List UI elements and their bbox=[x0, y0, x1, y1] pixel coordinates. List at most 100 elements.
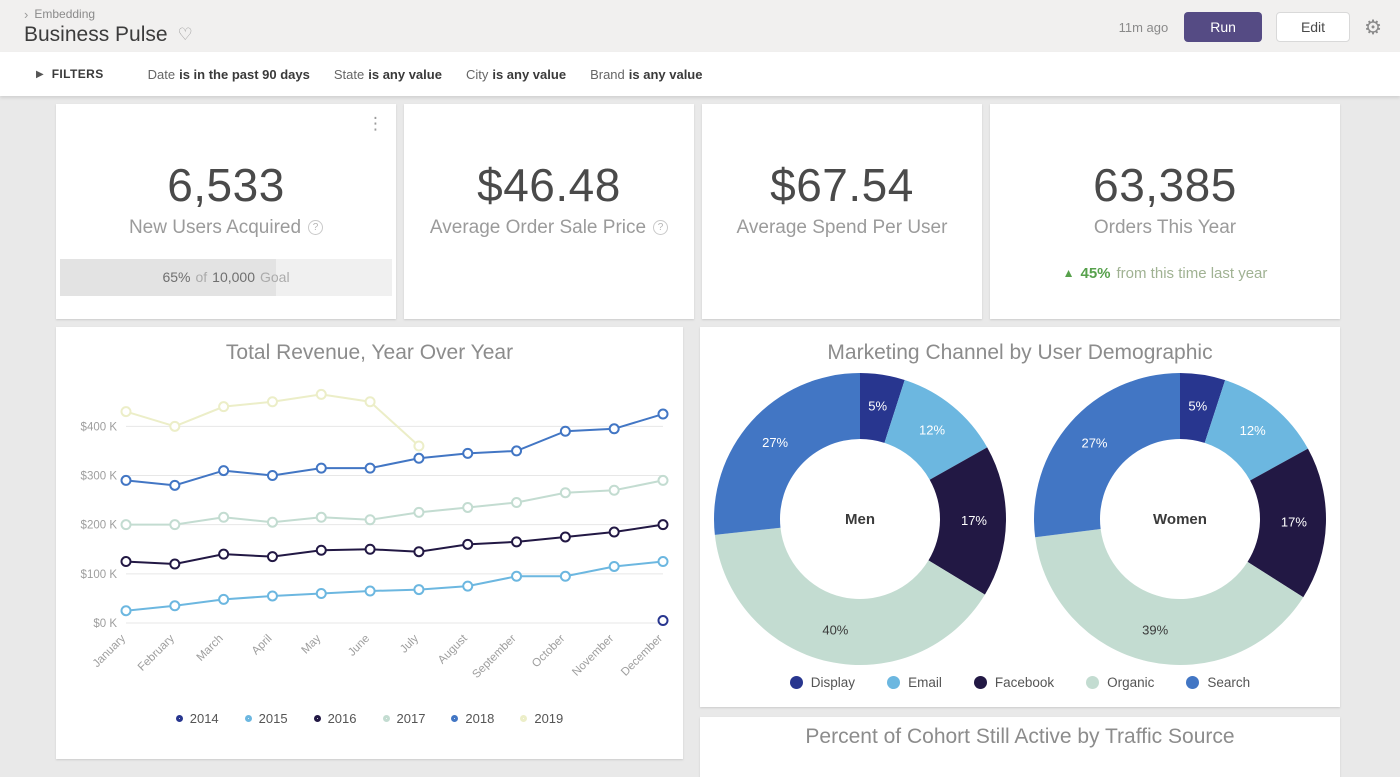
goal-progress-text: 65% of 10,000 Goal bbox=[162, 269, 290, 286]
legend-label: 2014 bbox=[189, 711, 219, 726]
svg-text:April: April bbox=[250, 633, 275, 658]
series-marker-icon bbox=[520, 715, 528, 722]
delta-percent: 45% bbox=[1080, 264, 1111, 282]
kpi-value: $67.54 bbox=[770, 159, 914, 211]
kpi-tile-new-users: ⋮ 6,533 New Users Acquired ? 65% of 10,0… bbox=[56, 104, 396, 319]
tile-menu-icon[interactable]: ⋮ bbox=[367, 114, 384, 133]
filters-expander[interactable]: ▶ FILTERS bbox=[36, 67, 104, 81]
kpi-label: Average Order Sale Price bbox=[429, 216, 647, 238]
kpi-value: 6,533 bbox=[167, 159, 285, 211]
chart-title: Marketing Channel by User Demographic bbox=[827, 341, 1213, 364]
legend-label: 2018 bbox=[465, 711, 495, 726]
svg-text:17%: 17% bbox=[1281, 515, 1307, 530]
revenue-line-chart: $0 K $100 K $200 K $300 K $400 K January Febru… bbox=[81, 388, 669, 681]
line-legend-item-2015[interactable]: 2015 bbox=[244, 711, 288, 726]
svg-text:November: November bbox=[570, 633, 616, 679]
svg-text:March: March bbox=[195, 633, 226, 664]
svg-text:December: December bbox=[619, 633, 665, 679]
filter-city[interactable]: City is any value bbox=[465, 66, 567, 82]
svg-text:September: September bbox=[470, 633, 518, 681]
svg-text:17%: 17% bbox=[961, 513, 987, 528]
line-chart-legend: 2014 2015 2016 2017 2018 2019 bbox=[56, 711, 683, 726]
kpi-label: Average Spend Per User bbox=[736, 216, 948, 238]
page-title: Business Pulse bbox=[24, 22, 168, 46]
svg-text:February: February bbox=[136, 632, 177, 673]
legend-label: Email bbox=[908, 675, 942, 690]
svg-text:5%: 5% bbox=[1188, 398, 1207, 413]
svg-text:$0 K: $0 K bbox=[93, 618, 117, 630]
donut-chart-men: 5% 12% 17% 40% 27% Men bbox=[714, 373, 1006, 665]
cohort-tile: Percent of Cohort Still Active by Traffi… bbox=[700, 717, 1340, 777]
legend-label: Display bbox=[810, 675, 856, 690]
yoy-delta: ▲ 45% from this time last year bbox=[1063, 265, 1268, 282]
svg-text:39%: 39% bbox=[1142, 622, 1168, 637]
filters-label: FILTERS bbox=[51, 67, 104, 81]
breadcrumb[interactable]: › Embedding bbox=[24, 7, 193, 22]
header-left: › Embedding Business Pulse ♡ bbox=[24, 7, 193, 47]
goal-progress-bar: 65% of 10,000 Goal bbox=[60, 258, 392, 296]
legend-label: Search bbox=[1207, 675, 1251, 690]
donut-legend-item-facebook[interactable]: Facebook bbox=[973, 675, 1054, 690]
legend-label: Organic bbox=[1107, 675, 1155, 690]
donut-charts: 5% 12% 17% 40% 27% Men 5% 12% 17% 39% 27% Women bbox=[700, 369, 1340, 669]
info-icon[interactable]: ? bbox=[653, 220, 669, 236]
info-icon[interactable]: ? bbox=[308, 220, 324, 236]
series-marker-icon bbox=[382, 715, 390, 722]
last-run-timestamp: 11m ago bbox=[1118, 19, 1169, 35]
filter-brand[interactable]: Brand is any value bbox=[590, 66, 703, 82]
line-legend-item-2017[interactable]: 2017 bbox=[382, 711, 425, 726]
svg-text:$300 K: $300 K bbox=[81, 471, 118, 483]
svg-text:12%: 12% bbox=[919, 423, 945, 438]
donut-center-label: Women bbox=[1153, 511, 1207, 528]
line-legend-item-2018[interactable]: 2018 bbox=[451, 711, 494, 726]
legend-dot-icon bbox=[973, 676, 987, 689]
kpi-tile-orders-this-year: 63,385 Orders This Year ▲ 45% from this … bbox=[990, 104, 1340, 319]
goal-progress-fill bbox=[60, 258, 276, 296]
donut-legend-item-display[interactable]: Display bbox=[789, 675, 856, 690]
svg-text:June: June bbox=[346, 633, 372, 659]
edit-button[interactable]: Edit bbox=[1275, 12, 1351, 42]
svg-text:12%: 12% bbox=[1240, 423, 1266, 438]
header-right: 11m ago Run Edit ⚙ bbox=[1119, 12, 1382, 42]
series-marker-icon bbox=[451, 715, 459, 722]
breadcrumb-label[interactable]: Embedding bbox=[34, 7, 96, 22]
run-button[interactable]: Run bbox=[1184, 12, 1262, 42]
donut-chart-women: 5% 12% 17% 39% 27% Women bbox=[1034, 373, 1326, 665]
svg-text:5%: 5% bbox=[868, 398, 887, 413]
donut-legend-item-organic[interactable]: Organic bbox=[1086, 675, 1154, 690]
filter-state[interactable]: State is any value bbox=[333, 66, 442, 82]
donut-legend-item-search[interactable]: Search bbox=[1186, 675, 1250, 690]
settings-gear-icon[interactable]: ⚙ bbox=[1364, 16, 1382, 39]
line-legend-item-2014[interactable]: 2014 bbox=[175, 711, 219, 726]
svg-text:October: October bbox=[530, 633, 568, 671]
dashboard-header: › Embedding Business Pulse ♡ 11m ago Run… bbox=[0, 0, 1400, 52]
svg-text:40%: 40% bbox=[822, 622, 848, 637]
svg-text:$200 K: $200 K bbox=[81, 520, 118, 532]
legend-dot-icon bbox=[1086, 676, 1100, 689]
legend-label: 2015 bbox=[258, 711, 288, 726]
donut-chart-legend: Display Email Facebook Organic Search bbox=[700, 675, 1340, 690]
line-legend-item-2016[interactable]: 2016 bbox=[313, 711, 357, 726]
filters-bar: ▶ FILTERS Date is in the past 90 days Sta… bbox=[0, 52, 1400, 96]
svg-text:May: May bbox=[300, 632, 324, 656]
svg-text:August: August bbox=[436, 632, 470, 666]
up-arrow-icon: ▲ bbox=[1062, 266, 1075, 281]
legend-dot-icon bbox=[1186, 676, 1200, 689]
svg-text:27%: 27% bbox=[762, 435, 788, 450]
svg-text:January: January bbox=[91, 632, 129, 670]
line-legend-item-2019[interactable]: 2019 bbox=[520, 711, 563, 726]
kpi-row: ⋮ 6,533 New Users Acquired ? 65% of 10,0… bbox=[56, 104, 1340, 319]
filter-date[interactable]: Date is in the past 90 days bbox=[147, 66, 310, 82]
kpi-label: Orders This Year bbox=[1093, 216, 1237, 238]
donut-legend-item-email[interactable]: Email bbox=[887, 675, 942, 690]
breadcrumb-arrow-icon: › bbox=[24, 6, 29, 22]
chart-title: Percent of Cohort Still Active by Traffi… bbox=[805, 725, 1235, 748]
dashboard-body: ⋮ 6,533 New Users Acquired ? 65% of 10,0… bbox=[0, 96, 1400, 777]
right-column: Marketing Channel by User Demographic 5%… bbox=[700, 327, 1340, 777]
favorite-heart-icon[interactable]: ♡ bbox=[177, 24, 193, 44]
legend-label: 2016 bbox=[327, 711, 357, 726]
svg-text:27%: 27% bbox=[1081, 436, 1107, 451]
series-marker-icon bbox=[244, 715, 252, 722]
svg-text:$100 K: $100 K bbox=[81, 569, 118, 581]
